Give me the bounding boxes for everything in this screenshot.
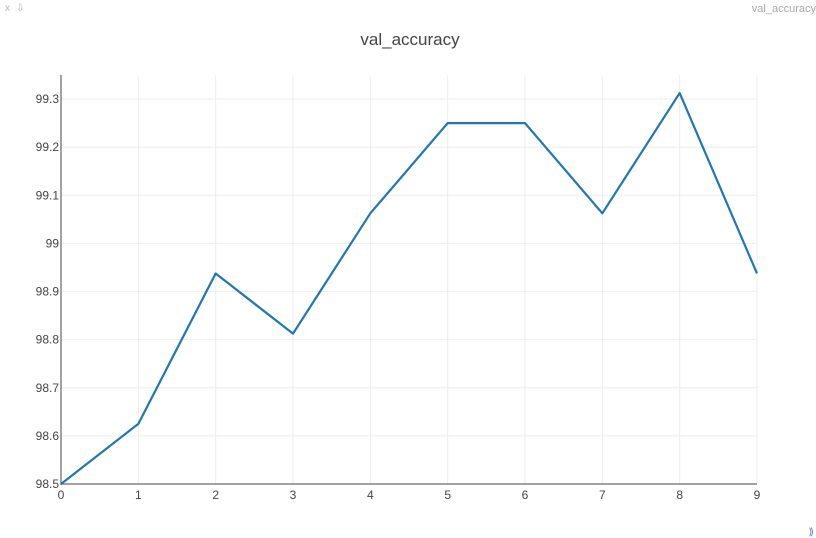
x-tick-label: 5: [444, 488, 451, 502]
y-tick-label: 98.8: [36, 333, 60, 347]
x-axis-ticks: 0 1 2 3 4 5 6 7 8 9: [58, 488, 761, 502]
series-line: [60, 91, 759, 485]
y-tick-label: 98.5: [36, 477, 60, 491]
y-tick-label: 99.1: [36, 188, 60, 202]
resize-handle-icon[interactable]: ⟫: [808, 527, 814, 538]
window-title: val_accuracy: [751, 3, 816, 15]
chart-title: val_accuracy: [360, 30, 460, 49]
download-icon[interactable]: ⇩: [16, 3, 25, 14]
y-tick-label: 98.7: [36, 381, 60, 395]
y-tick-label: 99.2: [36, 140, 60, 154]
window-controls: x ⇩: [5, 3, 24, 15]
x-tick-label: 0: [58, 488, 65, 502]
x-tick-label: 2: [212, 488, 219, 502]
series-group: [60, 91, 759, 485]
y-axis-ticks: 98.5 98.6 98.7 98.8 98.9 99 99.1 99.2 99.3: [36, 92, 60, 491]
x-tick-label: 3: [290, 488, 297, 502]
close-icon[interactable]: x: [5, 3, 10, 14]
y-tick-label: 99.3: [36, 92, 60, 106]
y-tick-label: 98.6: [36, 429, 60, 443]
y-tick-label: 99: [46, 236, 60, 250]
x-tick-label: 9: [754, 488, 761, 502]
x-tick-label: 1: [135, 488, 142, 502]
x-tick-label: 4: [367, 488, 374, 502]
axes: [60, 75, 757, 485]
x-tick-label: 8: [676, 488, 683, 502]
x-tick-label: 7: [599, 488, 606, 502]
y-tick-label: 98.9: [36, 285, 60, 299]
x-tick-label: 6: [522, 488, 529, 502]
grid: [61, 75, 758, 484]
